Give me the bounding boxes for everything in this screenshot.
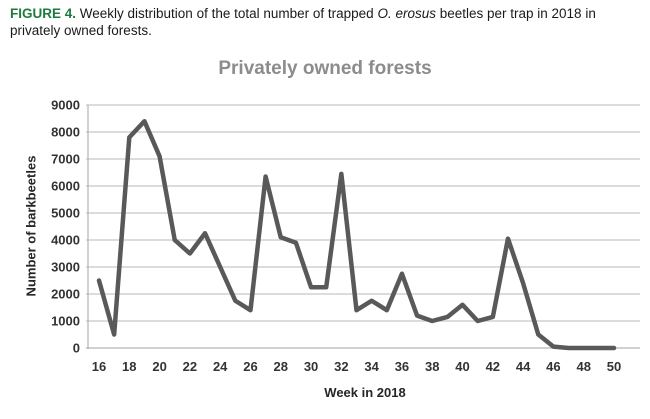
y-tick-label: 6000: [51, 179, 80, 194]
x-tick-label: 20: [152, 359, 166, 374]
x-tick-label: 24: [213, 359, 228, 374]
x-tick-label: 44: [516, 359, 531, 374]
x-tick-label: 38: [425, 359, 439, 374]
y-tick-label: 5000: [51, 206, 80, 221]
x-tick-label: 40: [455, 359, 469, 374]
y-tick-label: 7000: [51, 152, 80, 167]
x-tick-label: 30: [304, 359, 318, 374]
figure-caption-text-1: Weekly distribution of the total number …: [76, 6, 378, 21]
x-tick-label: 48: [576, 359, 590, 374]
x-tick-label: 46: [546, 359, 560, 374]
chart-title: Privately owned forests: [218, 58, 432, 79]
x-tick-label: 42: [486, 359, 500, 374]
x-tick-label: 34: [364, 359, 379, 374]
data-series-line: [96, 118, 617, 351]
x-tick-label: 16: [92, 359, 106, 374]
x-tick-label: 36: [395, 359, 409, 374]
figure-caption: FIGURE 4. Weekly distribution of the tot…: [10, 6, 636, 39]
y-tick-label: 4000: [51, 233, 80, 248]
y-tick-label: 9000: [51, 98, 80, 113]
y-tick-label: 2000: [51, 287, 80, 302]
y-tick-label: 1000: [51, 314, 80, 329]
x-tick-label: 32: [334, 359, 348, 374]
figure-caption-species: O. erosus: [377, 6, 436, 21]
x-tick-label: 18: [122, 359, 136, 374]
y-tick-label: 0: [73, 341, 80, 356]
figure-caption-label: FIGURE 4.: [10, 6, 77, 21]
x-axis-title: Week in 2018: [324, 385, 406, 400]
y-tick-label: 3000: [51, 260, 80, 275]
figure-caption-text-2: beetles per trap in 2018 in privately ow…: [10, 6, 596, 38]
x-tick-label: 22: [183, 359, 197, 374]
y-tick-label: 8000: [51, 125, 80, 140]
x-tick-label: 28: [274, 359, 288, 374]
x-tick-label: 26: [243, 359, 257, 374]
x-tick-label: 50: [607, 359, 621, 374]
